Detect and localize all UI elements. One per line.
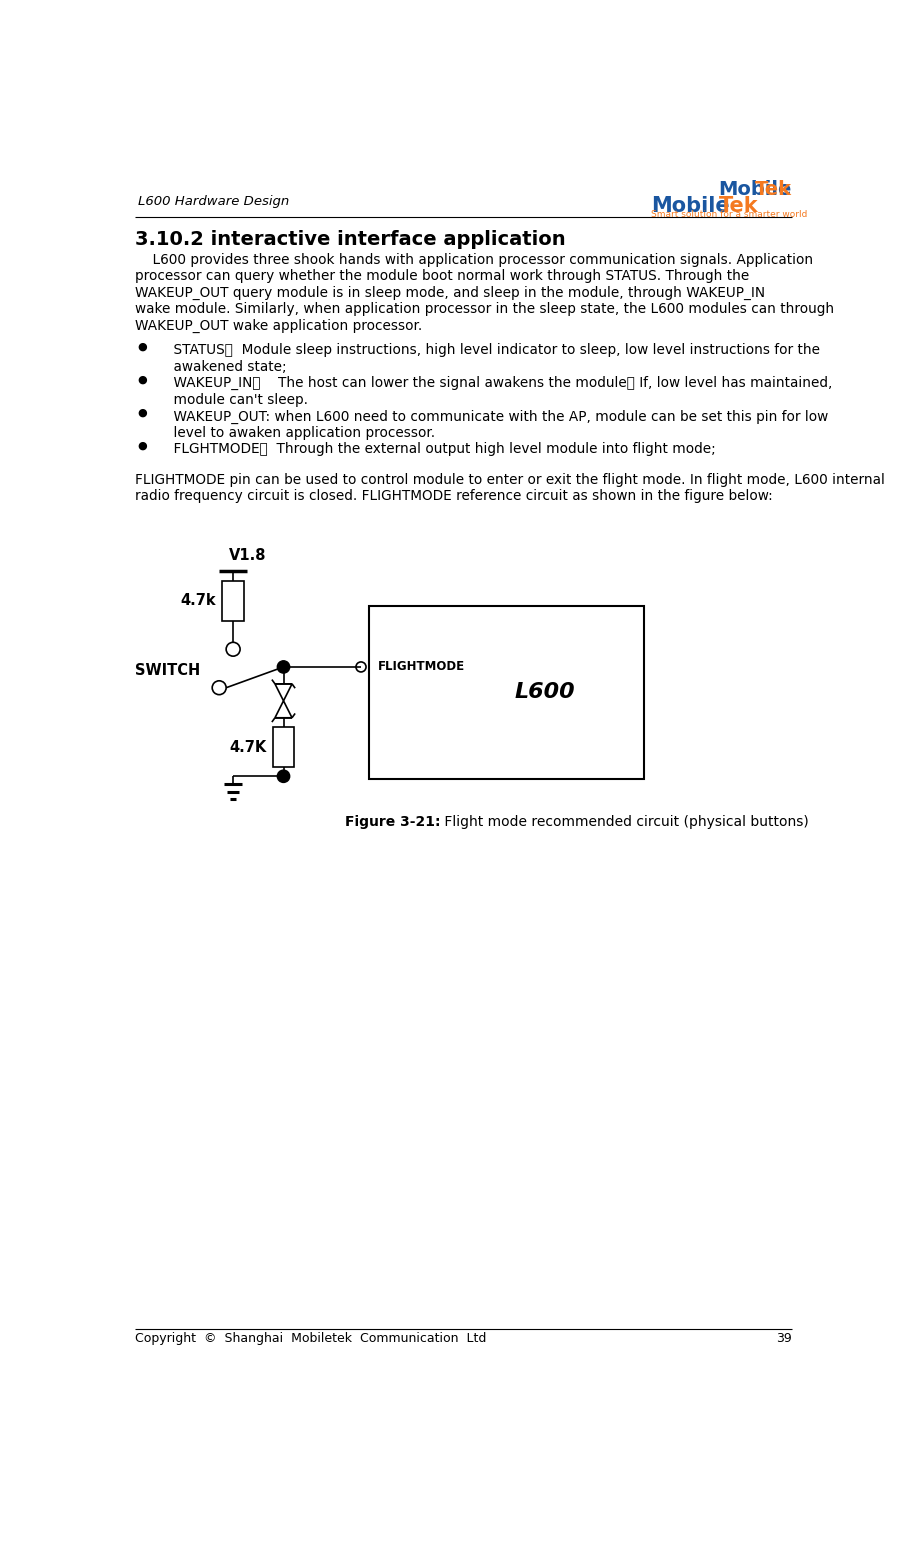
Text: radio frequency circuit is closed. FLIGHTMODE reference circuit as shown in the : radio frequency circuit is closed. FLIGH… xyxy=(135,490,771,504)
Text: Figure 3-21:: Figure 3-21: xyxy=(344,815,440,829)
Text: WAKEUP_IN：    The host can lower the signal awakens the module， If, low level ha: WAKEUP_IN： The host can lower the signal… xyxy=(155,376,831,390)
Text: level to awaken application processor.: level to awaken application processor. xyxy=(155,425,434,439)
Bar xyxy=(368,606,643,778)
Text: Smart solution for a smarter world: Smart solution for a smarter world xyxy=(650,210,806,219)
Text: processor can query whether the module boot normal work through STATUS. Through : processor can query whether the module b… xyxy=(135,270,748,284)
Text: 39: 39 xyxy=(776,1333,791,1345)
Text: Flight mode recommended circuit (physical buttons): Flight mode recommended circuit (physica… xyxy=(440,815,808,829)
Text: module can't sleep.: module can't sleep. xyxy=(155,393,307,407)
Text: 3.10.2 interactive interface application: 3.10.2 interactive interface application xyxy=(135,230,564,248)
Text: Tek: Tek xyxy=(754,180,791,199)
Text: ●: ● xyxy=(137,407,147,418)
Text: Mobile: Mobile xyxy=(718,180,791,199)
Text: FLIGHTMODE pin can be used to control module to enter or exit the flight mode. I: FLIGHTMODE pin can be used to control mo… xyxy=(135,473,884,487)
Text: STATUS：  Module sleep instructions, high level indicator to sleep, low level ins: STATUS： Module sleep instructions, high … xyxy=(155,344,819,358)
Text: WAKEUP_OUT query module is in sleep mode, and sleep in the module, through WAKEU: WAKEUP_OUT query module is in sleep mode… xyxy=(135,285,764,300)
Circle shape xyxy=(277,661,289,673)
Text: Copyright  ©  Shanghai  Mobiletek  Communication  Ltd: Copyright © Shanghai Mobiletek Communica… xyxy=(135,1333,486,1345)
Text: Tek: Tek xyxy=(718,196,758,216)
Bar xyxy=(222,581,244,621)
Text: ●: ● xyxy=(137,441,147,450)
Text: WAKEUP_OUT: when L600 need to communicate with the AP, module can be set this pi: WAKEUP_OUT: when L600 need to communicat… xyxy=(155,410,827,424)
Text: Mobile: Mobile xyxy=(650,196,729,216)
Text: WAKEUP_OUT wake application processor.: WAKEUP_OUT wake application processor. xyxy=(135,319,422,333)
Text: SWITCH: SWITCH xyxy=(135,663,200,678)
Text: 4.7K: 4.7K xyxy=(229,740,266,755)
Text: FLIGHTMODE: FLIGHTMODE xyxy=(377,661,465,673)
Circle shape xyxy=(277,770,289,783)
Text: V1.8: V1.8 xyxy=(229,549,266,564)
Polygon shape xyxy=(275,684,292,701)
Text: L600 provides three shook hands with application processor communication signals: L600 provides three shook hands with app… xyxy=(135,253,812,267)
Text: ●: ● xyxy=(137,374,147,384)
Text: 4.7k: 4.7k xyxy=(181,593,216,609)
Text: wake module. Similarly, when application processor in the sleep state, the L600 : wake module. Similarly, when application… xyxy=(135,302,833,316)
Text: ●: ● xyxy=(137,341,147,351)
Text: awakened state;: awakened state; xyxy=(155,359,286,374)
Text: L600 Hardware Design: L600 Hardware Design xyxy=(137,196,289,208)
Polygon shape xyxy=(275,701,292,718)
Bar xyxy=(273,727,294,767)
Text: FLGHTMODE：  Through the external output high level module into flight mode;: FLGHTMODE： Through the external output h… xyxy=(155,442,714,456)
Text: L600: L600 xyxy=(514,683,574,703)
